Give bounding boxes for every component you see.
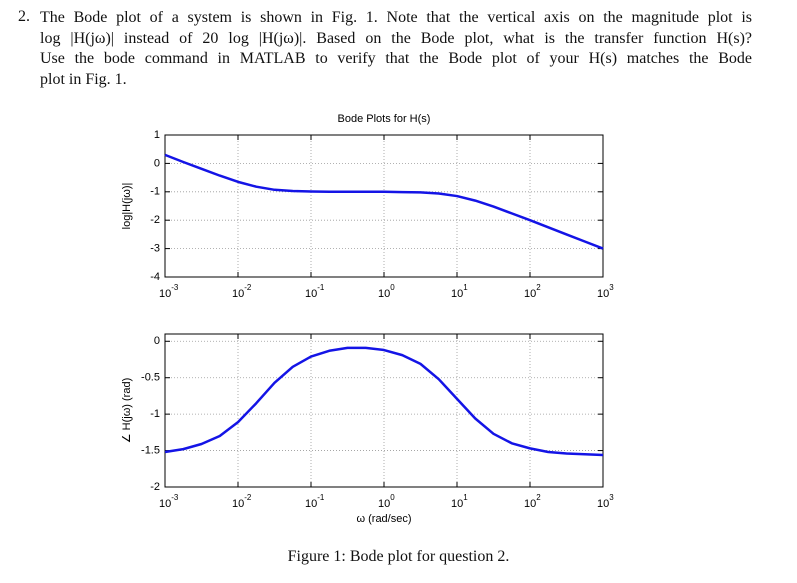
x-tick-label: 102 <box>524 283 541 300</box>
x-tick-base: 10 <box>159 288 171 300</box>
x-tick-base: 10 <box>597 498 609 510</box>
x-tick-base: 10 <box>524 288 536 300</box>
x-tick-base: 10 <box>305 288 317 300</box>
y-tick-label: -2 <box>150 214 160 226</box>
x-tick-base: 10 <box>232 288 244 300</box>
question-line: plot in Fig. 1. <box>40 70 127 88</box>
question-line: The Bode plot of a system is shown in Fi… <box>40 9 752 26</box>
y-tick-label: -0.5 <box>141 372 160 384</box>
y-tick-label: 0 <box>154 157 160 169</box>
x-tick-base: 10 <box>597 288 609 300</box>
plot-frame <box>164 333 604 488</box>
x-tick-exponent: 3 <box>609 493 614 502</box>
x-tick-exponent: -2 <box>244 493 252 502</box>
x-tick-exponent: -2 <box>244 283 252 292</box>
x-tick-exponent: 0 <box>390 493 395 502</box>
question-number: 2. <box>18 8 30 25</box>
x-tick-exponent: -1 <box>317 493 325 502</box>
data-line <box>164 346 604 457</box>
x-tick-label: 10-3 <box>159 493 179 510</box>
figure-caption: Figure 1: Bode plot for question 2. <box>287 548 510 565</box>
x-tick-exponent: -1 <box>317 283 325 292</box>
question-text: The Bode plot of a system is shown in Fi… <box>40 8 752 90</box>
y-tick-label: 0 <box>154 335 160 347</box>
y-tick-label: -1.5 <box>141 444 160 456</box>
x-axis-label: ω (rad/sec) <box>356 513 411 525</box>
x-tick-exponent: 3 <box>609 283 614 292</box>
y-tick-label: -2 <box>150 481 160 493</box>
x-tick-base: 10 <box>305 498 317 510</box>
question-line: log |H(jω)| instead of 20 log |H(jω)|. B… <box>40 29 752 47</box>
x-tick-label: 10-2 <box>232 493 252 510</box>
x-tick-label: 100 <box>378 493 395 510</box>
y-tick-label: -1 <box>150 186 160 198</box>
x-tick-label: 103 <box>597 283 614 300</box>
plot-frame <box>164 134 604 278</box>
y-axis-label: log|H(jω)| <box>121 183 133 230</box>
x-tick-exponent: 1 <box>463 283 468 292</box>
x-tick-exponent: 1 <box>463 493 468 502</box>
x-tick-exponent: 2 <box>536 283 541 292</box>
y-tick-label: -1 <box>150 408 160 420</box>
x-tick-exponent: 0 <box>390 283 395 292</box>
x-tick-label: 10-3 <box>159 283 179 300</box>
x-tick-label: 101 <box>451 283 468 300</box>
x-tick-label: 10-1 <box>305 283 325 300</box>
x-tick-base: 10 <box>524 498 536 510</box>
question-line: Use the bode command in MATLAB to verify… <box>40 50 752 67</box>
x-tick-base: 10 <box>378 288 390 300</box>
x-tick-base: 10 <box>451 288 463 300</box>
x-tick-exponent: 2 <box>536 493 541 502</box>
plot-area <box>165 334 603 487</box>
x-tick-label: 102 <box>524 493 541 510</box>
y-axis-label: ∠ H(jω) (rad) <box>121 378 133 444</box>
y-tick-label: -3 <box>150 243 160 255</box>
y-tick-label: 1 <box>154 129 160 141</box>
x-tick-base: 10 <box>378 498 390 510</box>
x-tick-exponent: -3 <box>171 283 179 292</box>
x-tick-base: 10 <box>159 498 171 510</box>
chart-title: Bode Plots for H(s) <box>338 113 431 125</box>
x-tick-base: 10 <box>451 498 463 510</box>
x-tick-label: 10-1 <box>305 493 325 510</box>
data-line <box>164 153 604 250</box>
x-tick-label: 101 <box>451 493 468 510</box>
x-tick-exponent: -3 <box>171 493 179 502</box>
x-tick-label: 103 <box>597 493 614 510</box>
plot-area <box>165 135 603 277</box>
y-tick-label: -4 <box>150 271 160 283</box>
x-tick-label: 100 <box>378 283 395 300</box>
x-tick-base: 10 <box>232 498 244 510</box>
x-tick-label: 10-2 <box>232 283 252 300</box>
